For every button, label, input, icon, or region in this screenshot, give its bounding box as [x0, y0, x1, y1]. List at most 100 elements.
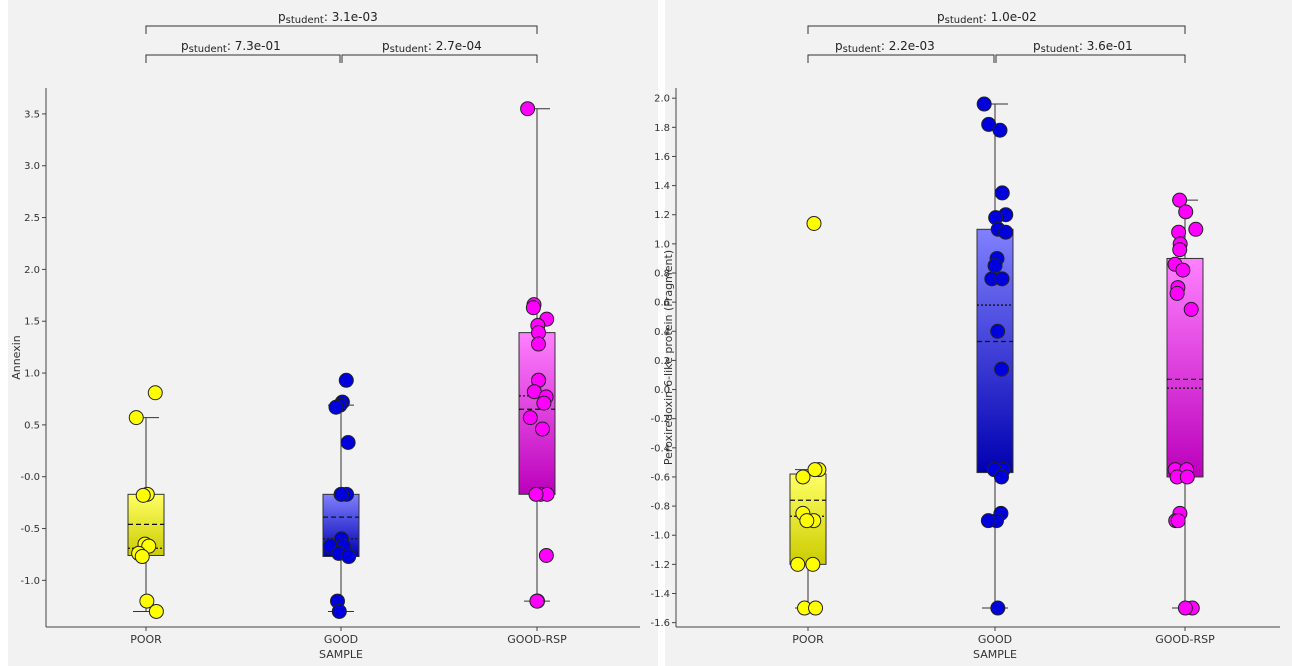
data-point: [1183, 301, 1199, 317]
y-tick-label: 3.0: [24, 161, 40, 172]
data-point: [805, 556, 821, 572]
p-value-label: pstudent: 2.2e-03: [835, 39, 935, 55]
data-point: [328, 399, 344, 415]
data-point: [522, 410, 538, 426]
data-point: [1170, 513, 1186, 529]
data-point: [534, 421, 550, 437]
y-tick-label: 0.2: [654, 356, 670, 367]
y-tick-label: 0.5: [24, 420, 40, 431]
x-tick-label: GOOD-RSP: [507, 633, 567, 646]
y-tick-label: 0.8: [654, 269, 670, 280]
y-tick-label: -0.0: [20, 472, 40, 483]
data-point: [331, 603, 347, 619]
data-point: [807, 462, 823, 478]
significance-bracket: [807, 25, 1186, 34]
significance-bracket: [145, 54, 341, 63]
plot-background: [8, 0, 658, 666]
y-tick-label: 0.6: [654, 298, 670, 309]
data-point: [1172, 192, 1188, 208]
data-point: [994, 271, 1010, 287]
data-point: [334, 486, 350, 502]
y-tick-label: 3.5: [24, 109, 40, 120]
chart-panel-peroxiredoxin: -1.6 -1.4 -1.2 -1.0 -0.8 -0.6 -0.4 -0.2 0.0 0.2 0.…: [650, 0, 1292, 666]
chart-panel-annexin: -1.0 -0.5 -0.0 0.5 1.0 1.5 2.0 2.5 3.0 3.5 Annexin…: [8, 0, 658, 666]
data-point: [139, 593, 155, 609]
data-point: [538, 547, 554, 563]
data-point: [790, 556, 806, 572]
y-axis-title: Annexin: [10, 335, 23, 380]
data-point: [525, 300, 541, 316]
p-value-label: pstudent: 1.0e-02: [937, 10, 1037, 26]
y-tick-label: 0.0: [654, 385, 670, 396]
y-tick-label: 1.0: [654, 239, 670, 250]
significance-bracket: [145, 25, 538, 34]
data-point: [808, 600, 824, 616]
y-tick-label: 1.0: [24, 369, 40, 380]
x-axis-title: SAMPLE: [973, 648, 1017, 661]
significance-bracket: [807, 54, 995, 63]
data-point: [1179, 469, 1195, 485]
data-point: [980, 513, 996, 529]
p-value-label: pstudent: 2.7e-04: [382, 39, 482, 55]
x-axis-title: SAMPLE: [319, 648, 363, 661]
data-point: [1178, 204, 1194, 220]
y-tick-label: -0.5: [20, 524, 40, 535]
data-point: [990, 323, 1006, 339]
data-point: [1172, 242, 1188, 258]
data-point: [530, 336, 546, 352]
data-point: [340, 434, 356, 450]
data-point: [987, 258, 1003, 274]
p-value-label: pstudent: 7.3e-01: [181, 39, 281, 55]
data-point: [1169, 285, 1185, 301]
y-tick-label: 1.8: [654, 123, 670, 134]
data-point: [128, 410, 144, 426]
data-point: [536, 395, 552, 411]
y-axis-title: Peroxiredoxin-6-like protein (Fragment): [662, 250, 675, 465]
y-tick-label: 1.5: [24, 317, 40, 328]
data-point: [341, 549, 357, 565]
y-tick-label: 1.4: [654, 181, 670, 192]
data-point: [994, 361, 1010, 377]
y-tick-label: -0.4: [650, 443, 670, 454]
y-tick-label: -0.8: [650, 502, 670, 513]
x-tick-label: GOOD: [324, 633, 358, 646]
data-point: [1177, 600, 1193, 616]
data-point: [135, 487, 151, 503]
p-value-label: pstudent: 3.1e-03: [278, 10, 378, 26]
data-point: [148, 603, 164, 619]
y-tick-label: -1.0: [650, 531, 670, 542]
y-tick-label: -1.2: [650, 560, 670, 571]
data-point: [1188, 221, 1204, 237]
data-point: [990, 600, 1006, 616]
data-point: [529, 593, 545, 609]
y-tick-label: 1.2: [654, 210, 670, 221]
y-tick-label: -1.6: [650, 618, 670, 629]
y-tick-label: 2.0: [654, 94, 670, 105]
data-point: [799, 513, 815, 529]
significance-bracket: [341, 54, 538, 63]
data-point: [994, 185, 1010, 201]
y-tick-label: -0.2: [650, 414, 670, 425]
y-tick-label: -0.6: [650, 472, 670, 483]
y-tick-label: 2.5: [24, 213, 40, 224]
data-point: [528, 486, 544, 502]
significance-bracket: [995, 54, 1186, 63]
p-value-label: pstudent: 3.6e-01: [1033, 39, 1133, 55]
data-point: [147, 385, 163, 401]
x-tick-label: POOR: [130, 633, 162, 646]
x-tick-label: GOOD-RSP: [1155, 633, 1215, 646]
y-tick-label: 1.6: [654, 152, 670, 163]
y-tick-label: -1.0: [20, 576, 40, 587]
data-point: [976, 96, 992, 112]
data-point: [806, 215, 822, 231]
data-point: [1175, 262, 1191, 278]
data-point: [998, 224, 1014, 240]
x-tick-label: GOOD: [978, 633, 1012, 646]
data-point: [520, 101, 536, 117]
data-point: [795, 469, 811, 485]
x-tick-label: POOR: [792, 633, 824, 646]
data-point: [338, 372, 354, 388]
y-tick-label: -1.4: [650, 589, 670, 600]
y-tick-label: 2.0: [24, 265, 40, 276]
